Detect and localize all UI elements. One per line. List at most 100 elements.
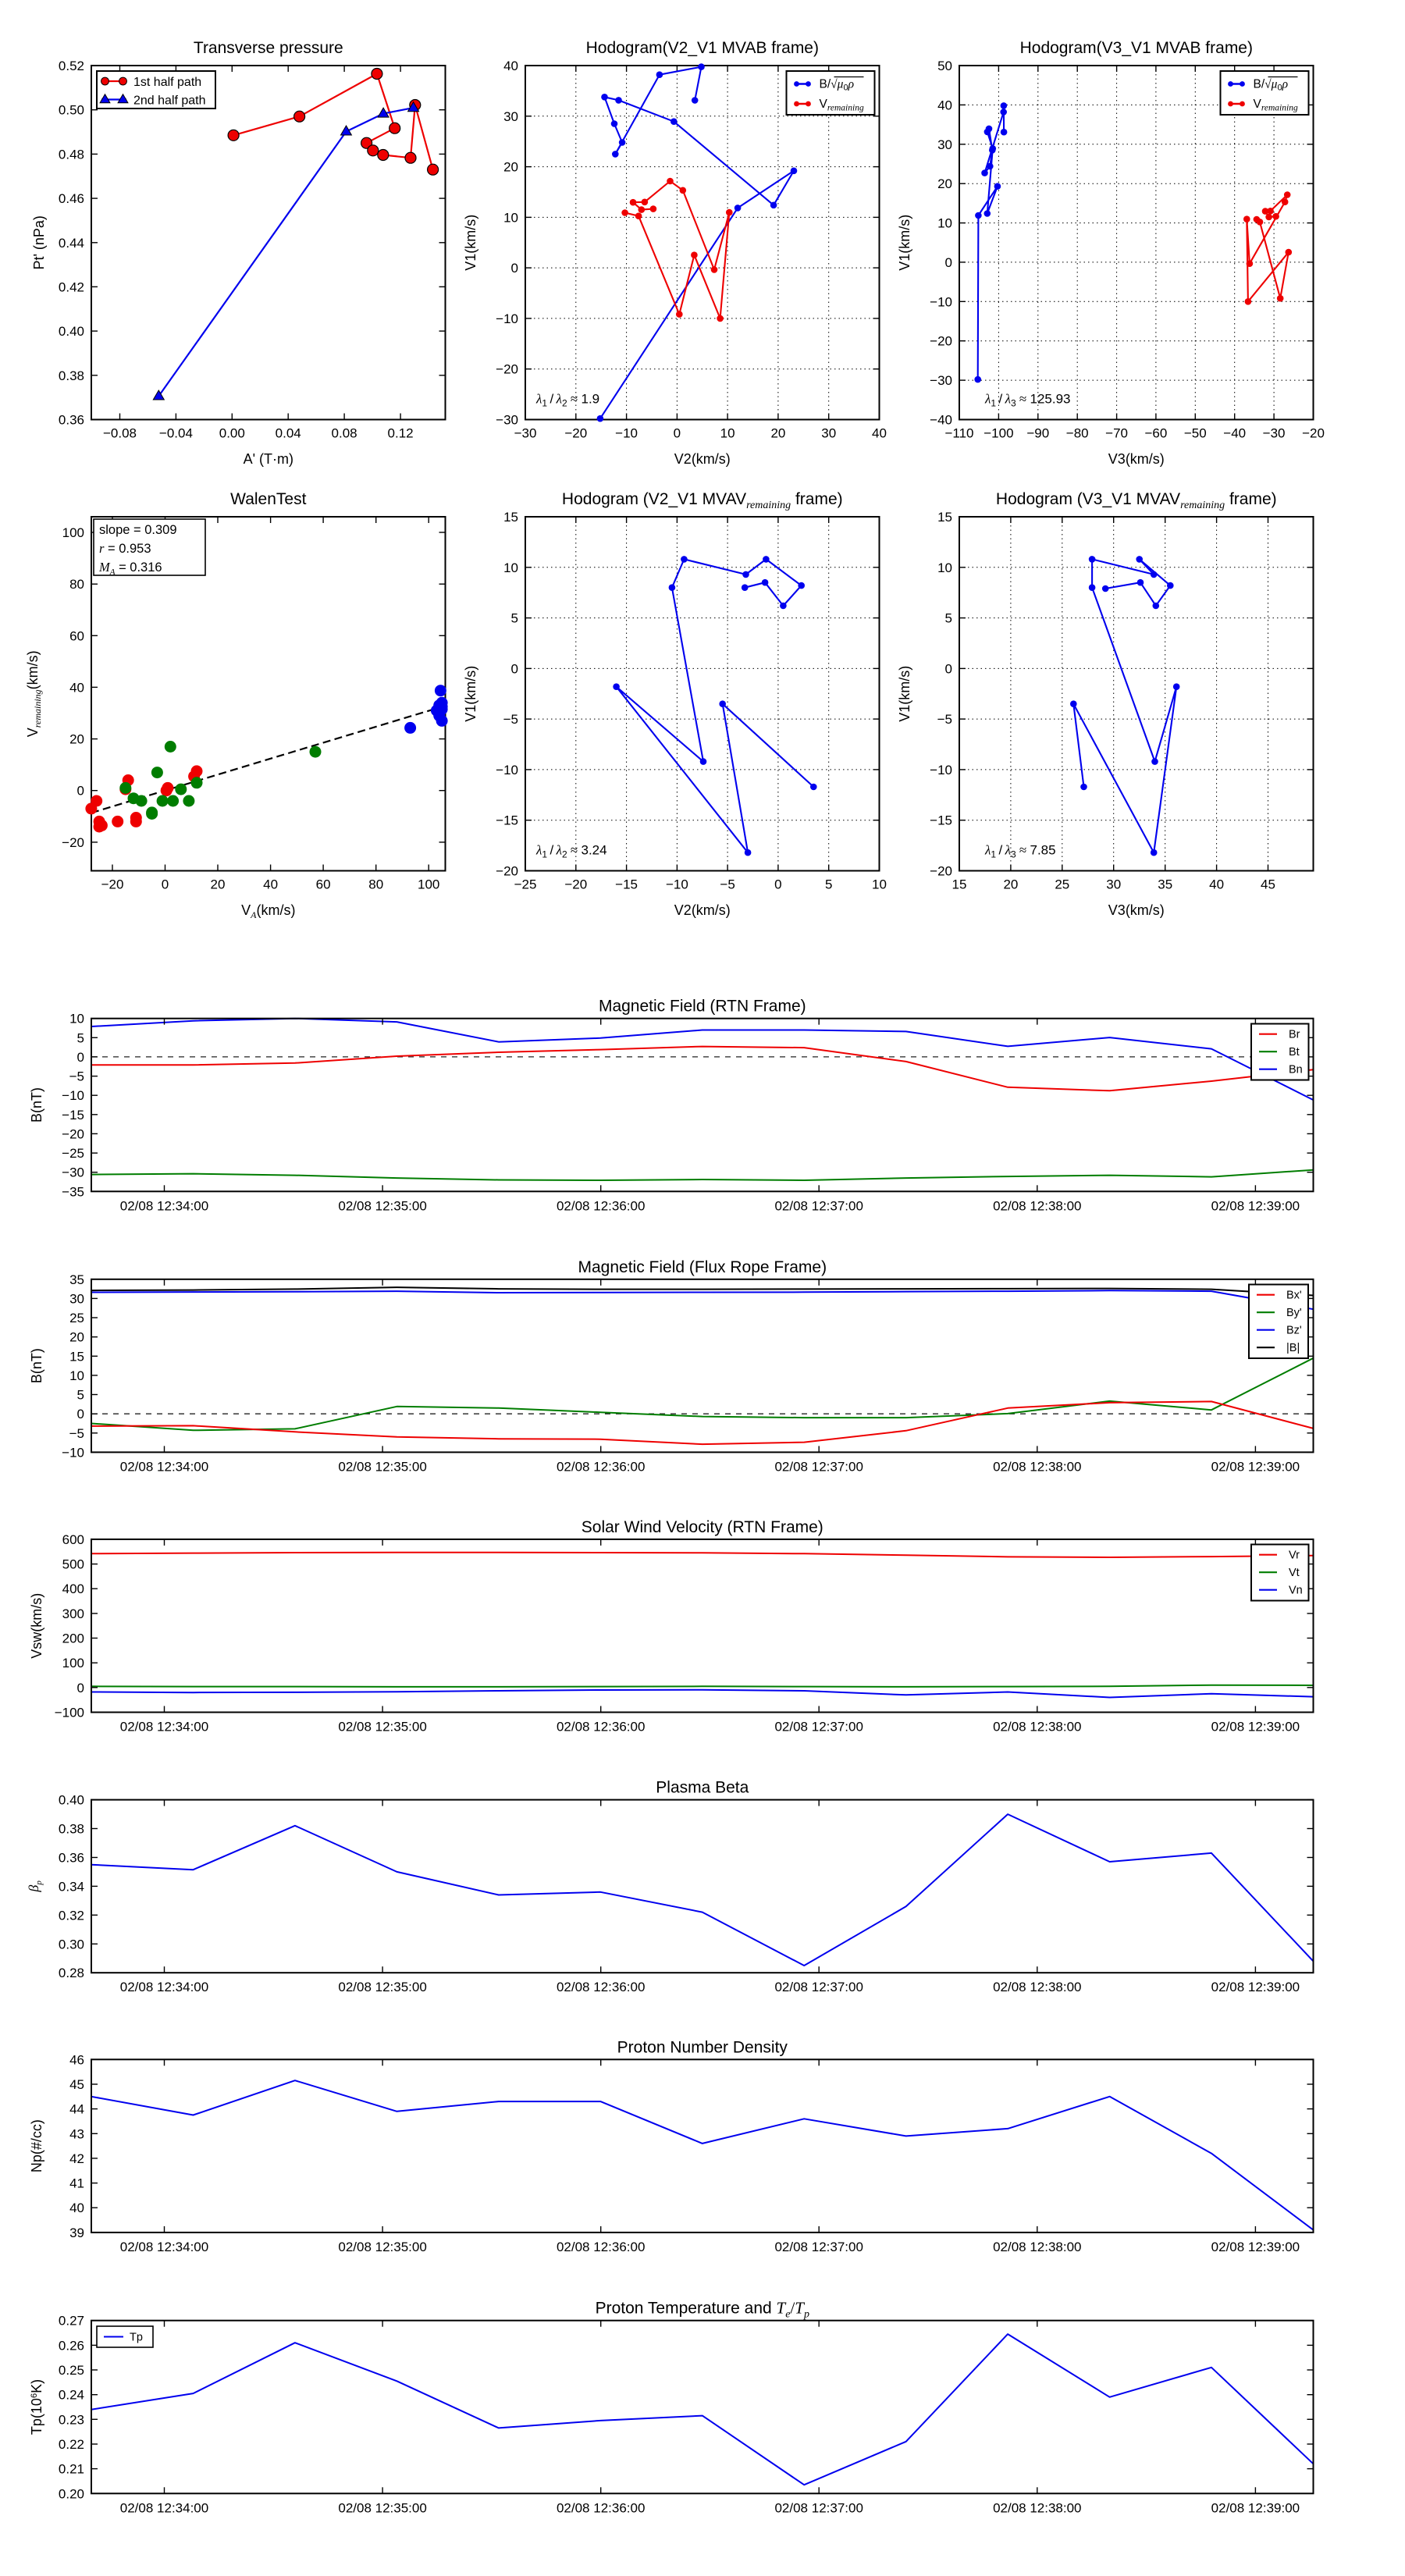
- svg-text:0.32: 0.32: [59, 1908, 84, 1923]
- svg-text:−10: −10: [496, 763, 518, 777]
- svg-text:−30: −30: [62, 1165, 84, 1180]
- svg-text:1st half path: 1st half path: [133, 76, 201, 89]
- svg-text:60: 60: [69, 628, 84, 643]
- svg-text:30: 30: [1106, 877, 1121, 892]
- svg-text:Bt: Bt: [1289, 1046, 1300, 1059]
- svg-text:0.00: 0.00: [219, 426, 245, 441]
- svg-text:−15: −15: [615, 877, 638, 892]
- svg-text:02/08 12:35:00: 02/08 12:35:00: [338, 1459, 426, 1474]
- svg-text:WalenTest: WalenTest: [230, 490, 306, 508]
- svg-text:Pt' (nPa): Pt' (nPa): [31, 215, 47, 269]
- svg-text:02/08 12:39:00: 02/08 12:39:00: [1211, 2240, 1300, 2254]
- svg-text:B(nT): B(nT): [29, 1348, 44, 1383]
- svg-text:40: 40: [69, 680, 84, 695]
- svg-text:0: 0: [774, 877, 781, 892]
- svg-text:Hodogram(V3_V1 MVAB frame): Hodogram(V3_V1 MVAB frame): [1020, 39, 1253, 57]
- svg-text:5: 5: [511, 611, 518, 626]
- svg-text:−5: −5: [720, 877, 735, 892]
- svg-text:−10: −10: [666, 877, 688, 892]
- svg-text:Hodogram (V3_V1 MVAVremaining: Hodogram (V3_V1 MVAVremaining frame): [996, 490, 1277, 511]
- svg-text:02/08 12:37:00: 02/08 12:37:00: [774, 2500, 863, 2515]
- svg-text:0.36: 0.36: [59, 413, 84, 428]
- svg-text:25: 25: [1055, 877, 1069, 892]
- svg-text:−25: −25: [514, 877, 537, 892]
- svg-text:02/08 12:34:00: 02/08 12:34:00: [120, 1720, 208, 1735]
- svg-text:−5: −5: [937, 712, 952, 727]
- svg-text:−20: −20: [496, 864, 518, 879]
- svg-text:0.26: 0.26: [59, 2338, 84, 2353]
- svg-text:500: 500: [62, 1557, 84, 1572]
- svg-text:10: 10: [937, 560, 952, 575]
- svg-text:V2(km/s): V2(km/s): [674, 451, 731, 467]
- svg-text:V3(km/s): V3(km/s): [1108, 902, 1165, 918]
- svg-text:−35: −35: [62, 1184, 84, 1199]
- svg-text:V3(km/s): V3(km/s): [1108, 451, 1165, 467]
- svg-text:0.08: 0.08: [332, 426, 357, 441]
- svg-text:0: 0: [77, 1050, 84, 1065]
- svg-text:5: 5: [77, 1030, 84, 1045]
- svg-text:10: 10: [69, 1368, 84, 1383]
- svg-text:20: 20: [211, 877, 226, 892]
- svg-text:40: 40: [872, 426, 887, 441]
- svg-text:0: 0: [945, 255, 952, 270]
- svg-text:V2(km/s): V2(km/s): [674, 902, 731, 918]
- svg-text:300: 300: [62, 1606, 84, 1621]
- svg-text:02/08 12:39:00: 02/08 12:39:00: [1211, 1980, 1300, 1994]
- svg-text:15: 15: [69, 1349, 84, 1364]
- svg-text:Vsw(km/s): Vsw(km/s): [29, 1593, 44, 1659]
- svg-text:02/08 12:38:00: 02/08 12:38:00: [993, 1459, 1081, 1474]
- svg-text:0.20: 0.20: [59, 2486, 84, 2501]
- svg-text:Bz': Bz': [1286, 1325, 1302, 1337]
- svg-text:−10: −10: [615, 426, 638, 441]
- svg-text:5: 5: [825, 877, 832, 892]
- svg-text:Vn: Vn: [1289, 1585, 1303, 1597]
- svg-text:0: 0: [674, 426, 681, 441]
- svg-text:−25: −25: [62, 1146, 84, 1161]
- svg-text:10: 10: [937, 216, 952, 231]
- svg-text:−5: −5: [69, 1426, 84, 1441]
- svg-text:Transverse pressure: Transverse pressure: [194, 39, 343, 57]
- svg-text:0.52: 0.52: [59, 59, 84, 73]
- svg-text:02/08 12:36:00: 02/08 12:36:00: [557, 2500, 645, 2515]
- svg-text:−110: −110: [944, 426, 973, 441]
- svg-text:15: 15: [503, 510, 518, 525]
- svg-text:15: 15: [952, 877, 967, 892]
- svg-text:0.40: 0.40: [59, 1793, 84, 1808]
- svg-text:02/08 12:34:00: 02/08 12:34:00: [120, 1980, 208, 1994]
- svg-text:40: 40: [263, 877, 278, 892]
- svg-text:Proton Number Density: Proton Number Density: [617, 2038, 788, 2056]
- svg-text:0: 0: [77, 1407, 84, 1421]
- svg-text:By': By': [1286, 1307, 1302, 1319]
- svg-text:80: 80: [368, 877, 383, 892]
- svg-text:02/08 12:36:00: 02/08 12:36:00: [557, 1459, 645, 1474]
- svg-text:40: 40: [503, 59, 518, 73]
- svg-text:−0.08: −0.08: [103, 426, 137, 441]
- svg-text:0: 0: [511, 261, 518, 276]
- svg-text:Np(#/cc): Np(#/cc): [29, 2119, 44, 2172]
- svg-text:200: 200: [62, 1631, 84, 1646]
- svg-text:Tp(106K): Tp(106K): [29, 2379, 44, 2435]
- svg-text:−15: −15: [496, 813, 518, 828]
- svg-text:20: 20: [69, 1330, 84, 1345]
- svg-text:Vr: Vr: [1289, 1550, 1300, 1562]
- svg-text:10: 10: [69, 1012, 84, 1026]
- svg-text:βp: βp: [26, 1880, 44, 1893]
- svg-text:−50: −50: [1184, 426, 1207, 441]
- svg-text:2nd half path: 2nd half path: [133, 94, 206, 108]
- svg-text:Vremaining(km/s): Vremaining(km/s): [25, 650, 43, 737]
- svg-text:−20: −20: [496, 362, 518, 377]
- svg-text:02/08 12:36:00: 02/08 12:36:00: [557, 1720, 645, 1735]
- svg-text:−80: −80: [1066, 426, 1089, 441]
- svg-text:−30: −30: [1263, 426, 1286, 441]
- svg-text:400: 400: [62, 1582, 84, 1596]
- svg-text:20: 20: [770, 426, 785, 441]
- svg-text:15: 15: [937, 510, 952, 525]
- svg-text:−20: −20: [564, 877, 587, 892]
- svg-text:02/08 12:36:00: 02/08 12:36:00: [557, 1198, 645, 1213]
- svg-text:0.28: 0.28: [59, 1966, 84, 1980]
- svg-text:−10: −10: [496, 311, 518, 326]
- svg-text:02/08 12:38:00: 02/08 12:38:00: [993, 2240, 1081, 2254]
- svg-text:02/08 12:38:00: 02/08 12:38:00: [993, 1720, 1081, 1735]
- svg-text:5: 5: [77, 1388, 84, 1403]
- svg-text:−10: −10: [62, 1445, 84, 1460]
